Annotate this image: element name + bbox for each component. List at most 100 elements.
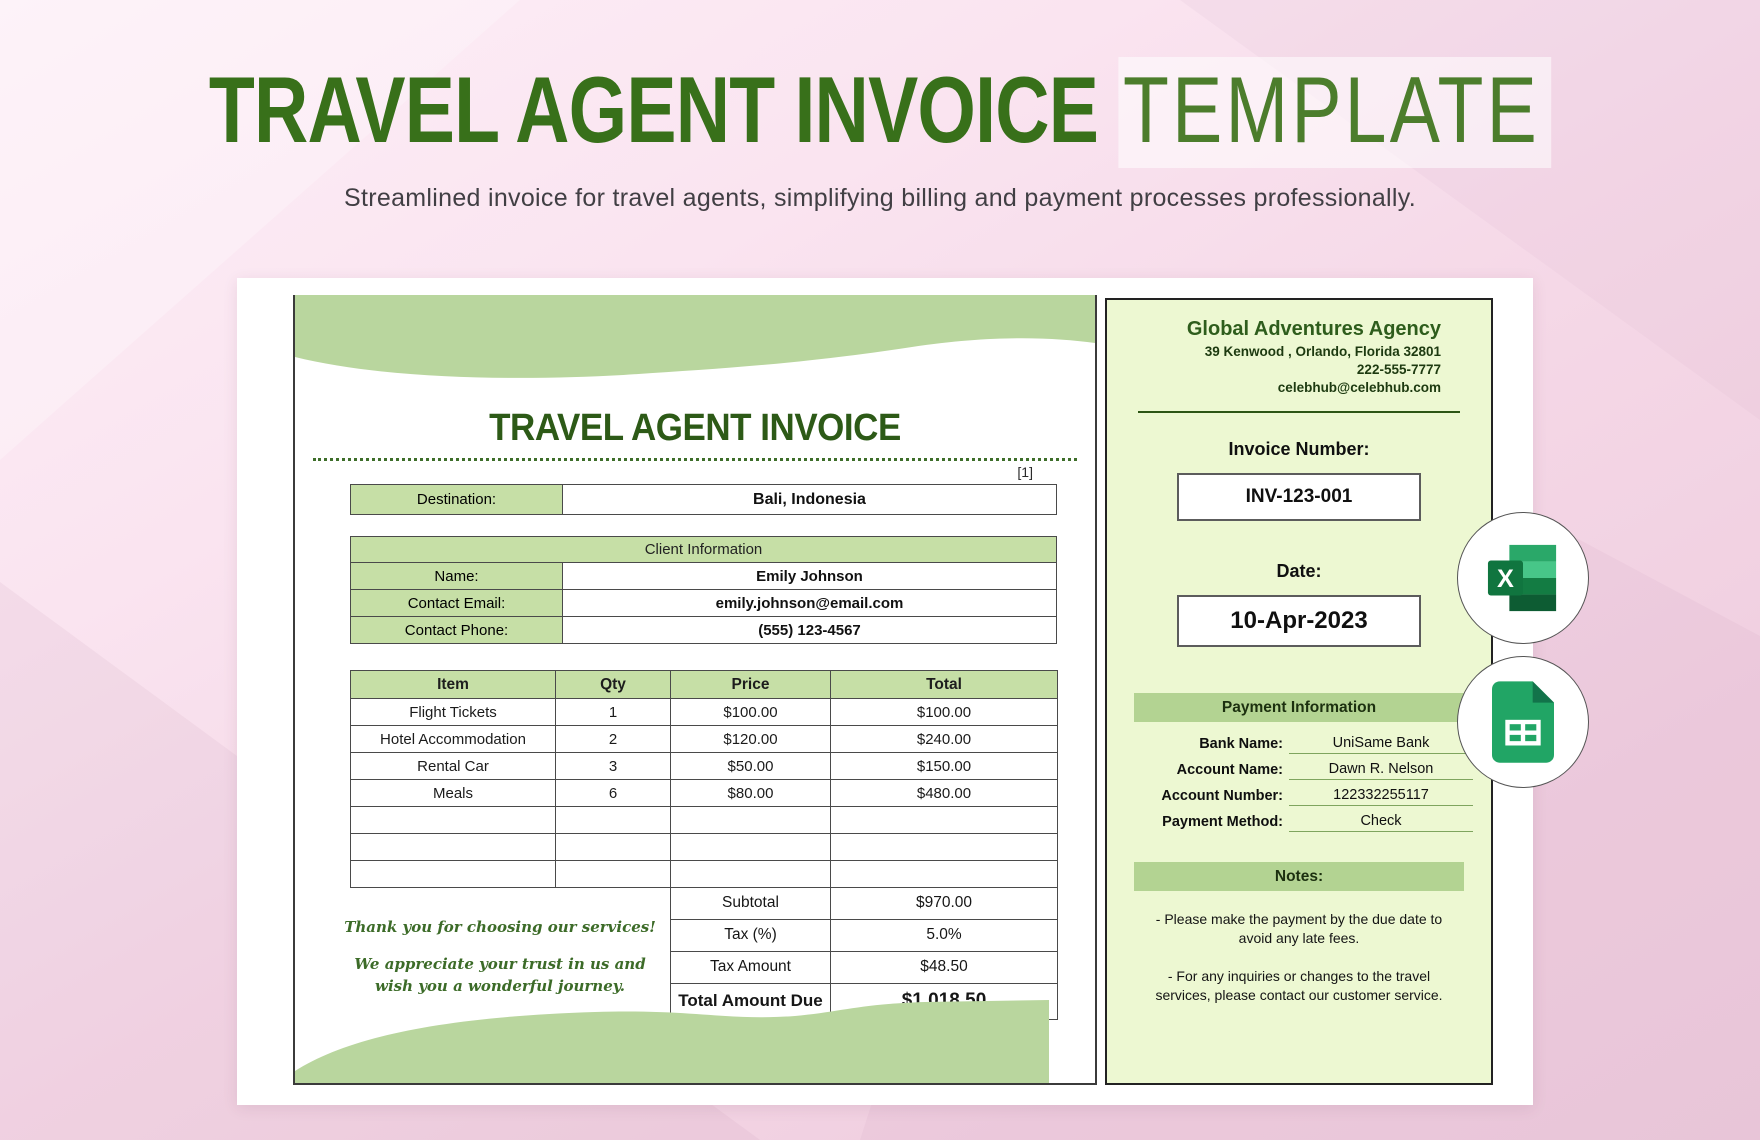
page-title-accent: TEMPLATE	[1118, 57, 1552, 168]
table-row: Contact Phone: (555) 123-4567	[350, 616, 1057, 644]
dotted-divider	[313, 458, 1077, 461]
table-row: Name: Emily Johnson	[350, 562, 1057, 590]
agency-address: 39 Kenwood , Orlando, Florida 32801	[1204, 344, 1441, 359]
invoice-sidebar: Global Adventures Agency 39 Kenwood , Or…	[1105, 298, 1493, 1085]
bank-name-value: UniSame Bank	[1289, 735, 1473, 754]
agency-email: celebhub@celebhub.com	[1277, 380, 1441, 395]
payment-row: Bank Name: UniSame Bank	[1125, 728, 1473, 754]
account-name-label: Account Name:	[1176, 762, 1283, 778]
table-row: Client Information	[350, 536, 1057, 563]
item-cell: Hotel Accommodation	[350, 725, 556, 753]
excel-format-button[interactable]: X	[1457, 512, 1589, 644]
client-info-header: Client Information	[350, 536, 1057, 563]
account-number-label: Account Number:	[1161, 788, 1283, 804]
total-cell: $480.00	[830, 779, 1058, 807]
client-phone-label: Contact Phone:	[350, 616, 563, 644]
excel-icon: X	[1487, 544, 1557, 612]
subtotal-value: $970.00	[830, 886, 1058, 920]
table-header-row: Item Qty Price Total	[350, 670, 1058, 699]
template-preview-card: TRAVEL AGENT INVOICE [1] Destination: Ba…	[237, 278, 1533, 1105]
table-row: Flight Tickets 1 $100.00 $100.00	[350, 698, 1058, 726]
divider	[1138, 411, 1460, 413]
green-wave-top	[295, 295, 1095, 378]
google-sheets-icon	[1492, 681, 1554, 763]
table-row: Meals 6 $80.00 $480.00	[350, 779, 1058, 807]
account-number-value: 122332255117	[1289, 787, 1473, 806]
price-cell: $80.00	[670, 779, 831, 807]
table-row: Hotel Accommodation 2 $120.00 $240.00	[350, 725, 1058, 753]
subtotal-label: Subtotal	[670, 886, 831, 920]
thank-you-note: Thank you for choosing our services! We …	[335, 916, 665, 1012]
qty-cell: 2	[555, 725, 671, 753]
column-header-item: Item	[350, 670, 556, 699]
destination-table: Destination: Bali, Indonesia	[350, 484, 1057, 515]
destination-value: Bali, Indonesia	[562, 484, 1057, 515]
thank-you-line-2: We appreciate your trust in us and wish …	[354, 954, 646, 996]
table-row: Contact Email: emily.johnson@email.com	[350, 589, 1057, 617]
qty-cell: 6	[555, 779, 671, 807]
destination-label: Destination:	[350, 484, 563, 515]
item-cell: Flight Tickets	[350, 698, 556, 726]
invoice-number-label: Invoice Number:	[1228, 439, 1370, 459]
table-row: Tax (%) 5.0%	[670, 918, 1058, 952]
notes-header: Notes:	[1134, 862, 1464, 891]
price-cell: $50.00	[670, 752, 831, 780]
table-row: Destination: Bali, Indonesia	[350, 484, 1057, 515]
client-name-label: Name:	[350, 562, 563, 590]
tax-amount-value: $48.50	[830, 950, 1058, 984]
date-label: Date:	[1276, 561, 1322, 581]
client-email-label: Contact Email:	[350, 589, 563, 617]
google-sheets-format-button[interactable]	[1457, 656, 1589, 788]
agency-block: Global Adventures Agency 39 Kenwood , Or…	[1127, 318, 1441, 395]
client-info-table: Client Information Name: Emily Johnson C…	[350, 536, 1057, 644]
date-field: 10-Apr-2023	[1177, 595, 1421, 647]
page-title: TRAVEL AGENT INVOICE TEMPLATE	[176, 0, 1584, 168]
payment-method-value: Check	[1289, 813, 1473, 832]
client-name-value: Emily Johnson	[562, 562, 1057, 590]
page-title-main: TRAVEL AGENT INVOICE	[208, 57, 1099, 162]
page-subtitle: Streamlined invoice for travel agents, s…	[344, 183, 1416, 212]
page-marker: [1]	[1017, 464, 1033, 480]
payment-row: Account Number: 122332255117	[1125, 780, 1473, 806]
invoice-number-field: INV-123-001	[1177, 473, 1421, 521]
thank-you-line-1: Thank you for choosing our services!	[344, 918, 656, 936]
totals-table: Subtotal $970.00 Tax (%) 5.0% Tax Amount…	[670, 886, 1058, 1020]
account-name-value: Dawn R. Nelson	[1289, 761, 1473, 780]
payment-row: Payment Method: Check	[1125, 806, 1473, 832]
tax-percent-label: Tax (%)	[670, 918, 831, 952]
payment-method-label: Payment Method:	[1162, 814, 1283, 830]
column-header-total: Total	[830, 670, 1058, 699]
price-cell: $120.00	[670, 725, 831, 753]
bank-name-label: Bank Name:	[1199, 736, 1283, 752]
agency-name: Global Adventures Agency	[1186, 318, 1441, 340]
tax-percent-value: 5.0%	[830, 918, 1058, 952]
tax-amount-label: Tax Amount	[670, 950, 831, 984]
total-cell: $150.00	[830, 752, 1058, 780]
total-cell: $240.00	[830, 725, 1058, 753]
note-item: - For any inquiries or changes to the tr…	[1155, 967, 1443, 1003]
totals-section: Thank you for choosing our services! We …	[295, 886, 1095, 1020]
table-row: Tax Amount $48.50	[670, 950, 1058, 984]
table-row: Rental Car 3 $50.00 $150.00	[350, 752, 1058, 780]
table-row-empty	[350, 806, 1058, 834]
note-item: - Please make the payment by the due dat…	[1155, 911, 1443, 946]
payment-row: Account Name: Dawn R. Nelson	[1125, 754, 1473, 780]
invoice-document: TRAVEL AGENT INVOICE [1] Destination: Ba…	[293, 295, 1097, 1085]
table-row: Subtotal $970.00	[670, 886, 1058, 920]
table-row-empty	[350, 860, 1058, 888]
page-header: TRAVEL AGENT INVOICE TEMPLATE Streamline…	[0, 0, 1760, 213]
item-cell: Rental Car	[350, 752, 556, 780]
qty-cell: 3	[555, 752, 671, 780]
payment-info-rows: Bank Name: UniSame Bank Account Name: Da…	[1125, 728, 1473, 832]
line-items-table: Item Qty Price Total Flight Tickets 1 $1…	[350, 670, 1058, 888]
client-email-value: emily.johnson@email.com	[562, 589, 1057, 617]
table-row-empty	[350, 833, 1058, 861]
column-header-qty: Qty	[555, 670, 671, 699]
svg-text:X: X	[1497, 565, 1514, 593]
payment-info-header: Payment Information	[1134, 693, 1464, 722]
total-due-label: Total Amount Due	[670, 982, 831, 1020]
total-cell: $100.00	[830, 698, 1058, 726]
item-cell: Meals	[350, 779, 556, 807]
agency-phone: 222-555-7777	[1356, 362, 1441, 377]
